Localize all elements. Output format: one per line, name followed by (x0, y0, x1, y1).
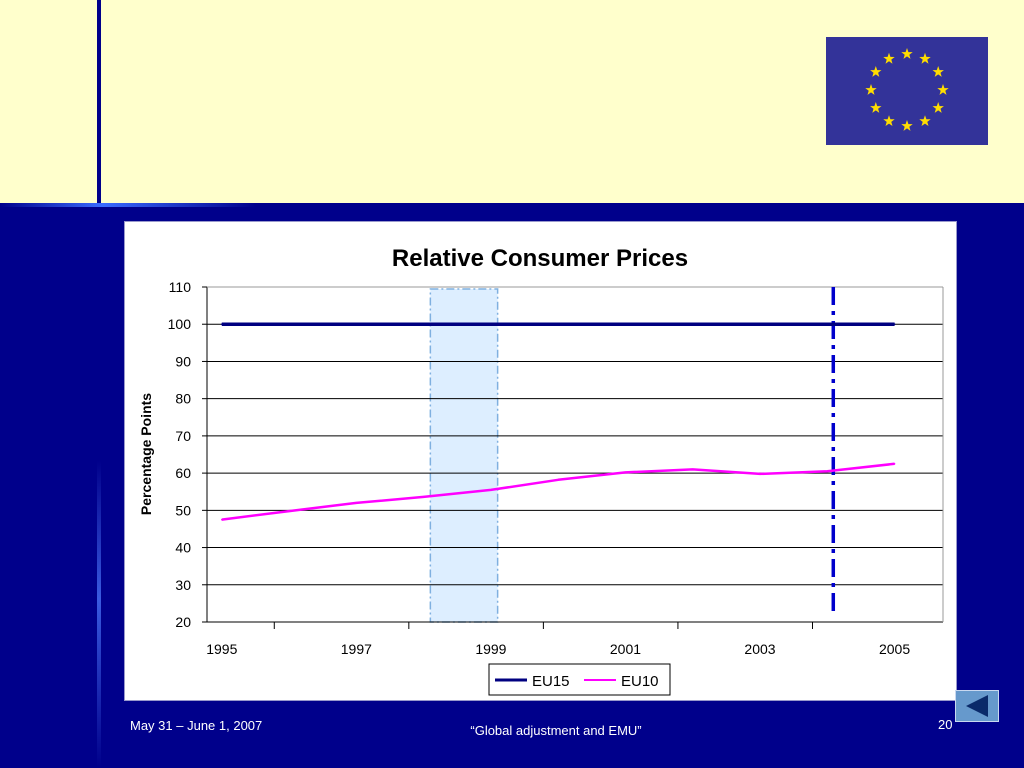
x-tick-label: 2005 (879, 641, 910, 657)
y-axis-label: Percentage Points (138, 393, 154, 515)
footer-date: May 31 – June 1, 2007 (130, 718, 263, 733)
data-point-eu10 (893, 463, 896, 465)
flag-star (937, 84, 949, 95)
y-tick-label: 100 (168, 316, 192, 332)
data-point-eu15 (288, 323, 290, 326)
flag-star (870, 102, 882, 113)
horizontal-divider (0, 203, 1024, 207)
data-point-eu10 (759, 473, 761, 475)
flag-star (932, 66, 944, 77)
data-point-eu15 (759, 323, 761, 326)
data-point-eu15 (691, 323, 694, 326)
y-tick-label: 40 (175, 540, 191, 556)
y-tick-label: 80 (175, 391, 191, 407)
x-tick-label: 1999 (475, 641, 506, 657)
y-tick-label: 70 (175, 428, 191, 444)
data-point-eu10 (355, 502, 358, 504)
flag-star (883, 52, 895, 64)
data-point-eu10 (221, 518, 223, 521)
y-tick-label: 30 (175, 577, 191, 593)
flag-star (883, 115, 895, 126)
back-button[interactable] (955, 690, 999, 722)
data-point-eu10 (557, 479, 559, 481)
flag-star (870, 66, 882, 77)
data-point-eu15 (490, 323, 492, 326)
back-arrow-icon (966, 695, 988, 717)
flag-star (865, 84, 877, 95)
data-point-eu10 (288, 510, 290, 512)
x-tick-label: 2003 (744, 641, 775, 657)
page-number: 20 (938, 717, 953, 732)
flag-star (919, 115, 931, 126)
data-point-eu15 (557, 323, 559, 326)
data-point-eu15 (355, 323, 358, 326)
eu-flag-icon (826, 37, 988, 145)
y-tick-label: 60 (175, 465, 191, 481)
data-point-eu10 (422, 496, 425, 498)
y-tick-label: 20 (175, 614, 191, 630)
footer-title: “Global adjustment and EMU” (470, 723, 642, 738)
series-line-eu10 (221, 462, 895, 521)
data-point-eu10 (826, 470, 829, 473)
x-tick-label: 2001 (610, 641, 641, 657)
flag-star (901, 48, 913, 59)
chart-title: Relative Consumer Prices (392, 245, 688, 272)
flag-star (901, 120, 913, 131)
data-point-eu10 (624, 471, 627, 474)
flag-star (919, 52, 931, 64)
x-tick-label: 1995 (206, 641, 237, 657)
legend-label-eu15: EU15 (532, 673, 570, 690)
chart-legend: EU15 EU10 (488, 663, 671, 696)
data-point-eu15 (221, 323, 223, 326)
y-tick-label: 110 (169, 279, 192, 295)
y-tick-label: 90 (175, 353, 191, 369)
data-point-eu15 (893, 323, 896, 326)
shaded-period (429, 288, 499, 623)
chart-panel: Relative Consumer Prices Percentage Poin… (124, 221, 957, 701)
flag-star (932, 102, 944, 113)
data-point-eu10 (691, 468, 694, 471)
legend-label-eu10: EU10 (621, 673, 659, 690)
vertical-divider (97, 0, 101, 768)
data-point-eu10 (490, 489, 492, 491)
data-point-eu15 (624, 323, 627, 326)
data-point-eu15 (826, 323, 829, 326)
data-point-eu15 (422, 323, 425, 326)
x-tick-label: 1997 (341, 641, 372, 657)
y-tick-label: 50 (175, 502, 191, 518)
